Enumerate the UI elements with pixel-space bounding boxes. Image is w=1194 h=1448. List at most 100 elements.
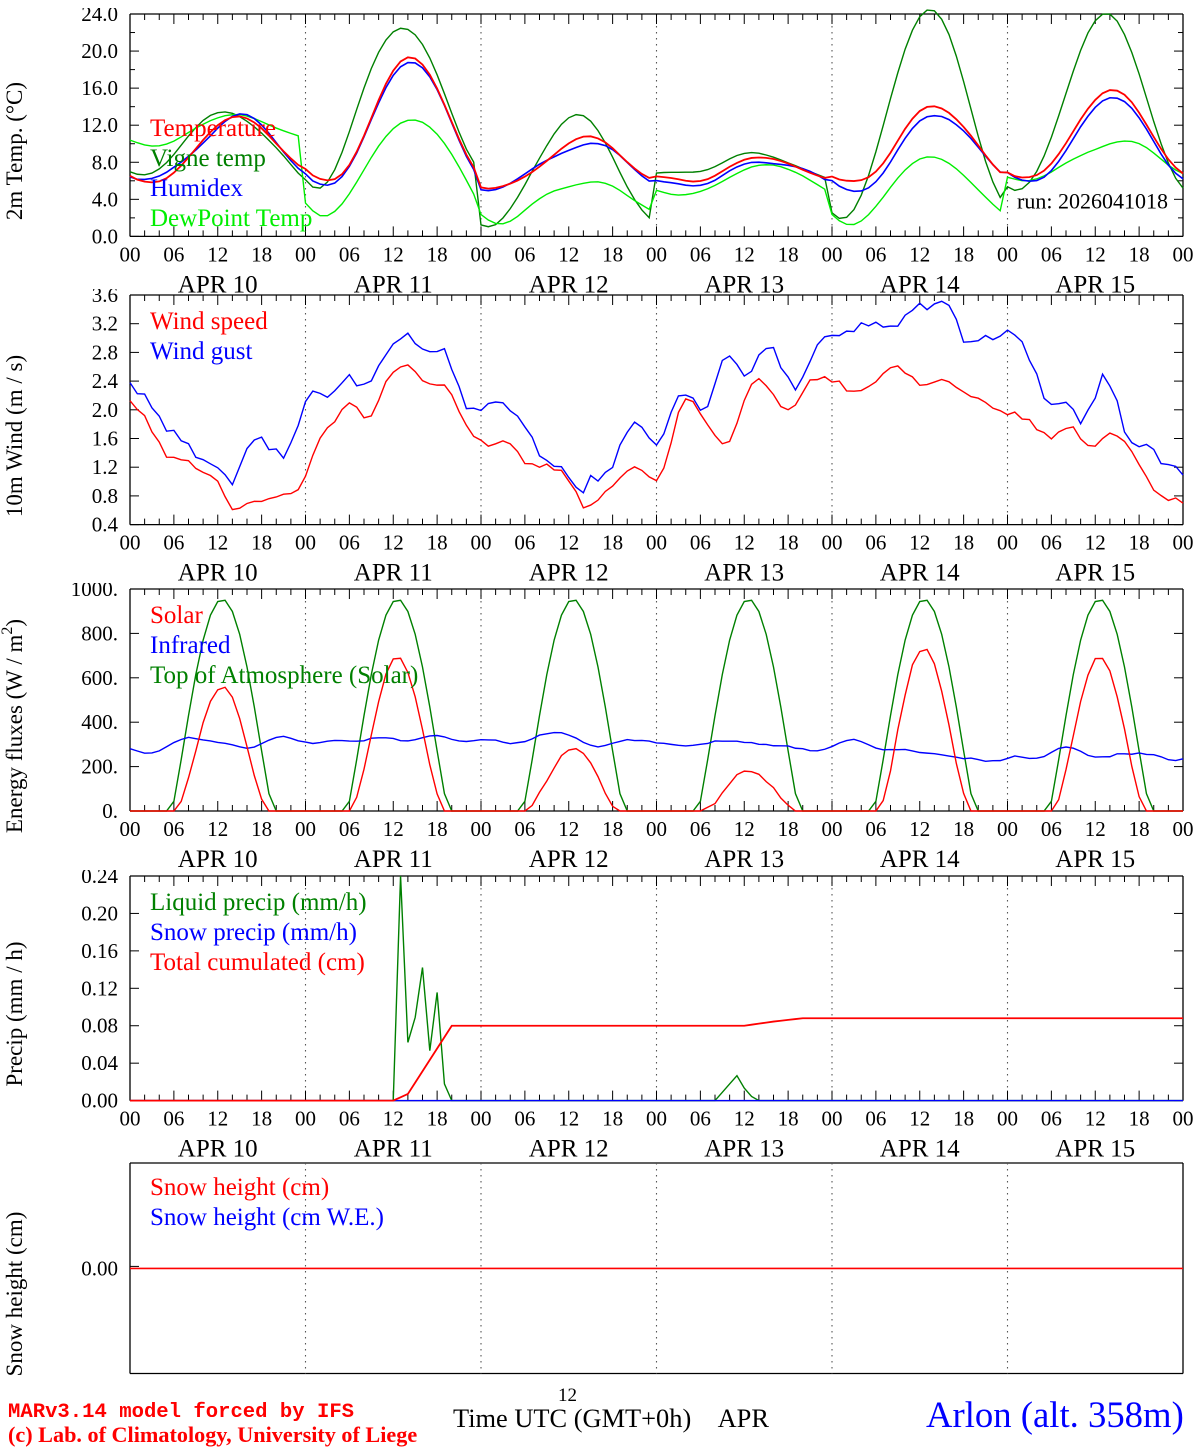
svg-text:06: 06	[339, 817, 360, 841]
svg-text:00: 00	[295, 242, 316, 266]
svg-text:0.20: 0.20	[81, 901, 118, 925]
svg-text:12: 12	[1085, 817, 1106, 841]
svg-text:0.: 0.	[102, 799, 118, 823]
svg-text:18: 18	[778, 531, 799, 555]
svg-text:12: 12	[558, 1107, 579, 1131]
svg-text:0.12: 0.12	[81, 976, 118, 1000]
svg-text:06: 06	[163, 531, 184, 555]
svg-text:Snow precip (mm/h): Snow precip (mm/h)	[150, 919, 357, 946]
svg-text:0.00: 0.00	[81, 1089, 118, 1113]
svg-text:06: 06	[690, 531, 711, 555]
svg-text:0.08: 0.08	[81, 1014, 118, 1038]
svg-text:00: 00	[471, 531, 492, 555]
svg-text:2.8: 2.8	[92, 340, 118, 364]
svg-text:18: 18	[953, 817, 974, 841]
svg-text:12: 12	[734, 531, 755, 555]
svg-text:12: 12	[383, 817, 404, 841]
svg-text:06: 06	[1041, 242, 1062, 266]
svg-text:06: 06	[865, 817, 886, 841]
svg-text:00: 00	[646, 242, 667, 266]
svg-text:00: 00	[120, 817, 141, 841]
svg-text:18: 18	[778, 242, 799, 266]
svg-text:18: 18	[778, 817, 799, 841]
svg-text:00: 00	[997, 817, 1018, 841]
svg-text:0.00: 0.00	[81, 1256, 118, 1280]
svg-text:06: 06	[1041, 531, 1062, 555]
svg-text:00: 00	[295, 1107, 316, 1131]
svg-text:18: 18	[778, 1107, 799, 1131]
svg-text:3.2: 3.2	[92, 312, 118, 336]
svg-text:06: 06	[865, 1107, 886, 1131]
svg-text:06: 06	[1041, 817, 1062, 841]
svg-text:06: 06	[514, 1107, 535, 1131]
svg-text:18: 18	[427, 1107, 448, 1131]
svg-text:00: 00	[120, 531, 141, 555]
svg-text:00: 00	[822, 1107, 843, 1131]
svg-text:00: 00	[295, 817, 316, 841]
svg-text:00: 00	[120, 242, 141, 266]
svg-text:00: 00	[295, 531, 316, 555]
svg-text:12: 12	[909, 1107, 930, 1131]
svg-text:18: 18	[1129, 531, 1150, 555]
svg-text:06: 06	[865, 531, 886, 555]
svg-text:12: 12	[383, 1107, 404, 1131]
svg-text:18: 18	[953, 1107, 974, 1131]
svg-text:12.0: 12.0	[81, 113, 118, 137]
svg-text:18: 18	[427, 817, 448, 841]
svg-text:18: 18	[1129, 1107, 1150, 1131]
svg-text:12: 12	[558, 242, 579, 266]
svg-text:18: 18	[602, 242, 623, 266]
svg-text:18: 18	[1129, 817, 1150, 841]
svg-text:16.0: 16.0	[81, 76, 118, 100]
svg-text:12: 12	[207, 817, 228, 841]
svg-text:18: 18	[602, 1107, 623, 1131]
svg-text:06: 06	[163, 242, 184, 266]
svg-text:00: 00	[646, 817, 667, 841]
svg-text:00: 00	[822, 242, 843, 266]
svg-text:12: 12	[1085, 531, 1106, 555]
svg-text:12: 12	[1085, 242, 1106, 266]
svg-text:06: 06	[163, 1107, 184, 1131]
svg-text:18: 18	[953, 531, 974, 555]
svg-text:Vigne temp: Vigne temp	[150, 145, 266, 172]
svg-text:1.6: 1.6	[92, 427, 118, 451]
svg-text:0.04: 0.04	[81, 1051, 118, 1075]
svg-text:200.: 200.	[81, 755, 118, 779]
svg-text:18: 18	[251, 531, 272, 555]
svg-text:00: 00	[471, 242, 492, 266]
svg-text:12: 12	[1085, 1107, 1106, 1131]
svg-text:18: 18	[251, 242, 272, 266]
svg-text:00: 00	[997, 1107, 1018, 1131]
svg-text:06: 06	[163, 817, 184, 841]
svg-text:18: 18	[427, 531, 448, 555]
svg-text:800.: 800.	[81, 621, 118, 645]
svg-text:18: 18	[427, 242, 448, 266]
svg-text:06: 06	[514, 817, 535, 841]
svg-text:00: 00	[1173, 531, 1194, 555]
svg-text:1000.: 1000.	[71, 583, 118, 601]
svg-text:06: 06	[690, 1107, 711, 1131]
svg-text:12: 12	[207, 1107, 228, 1131]
svg-text:06: 06	[690, 817, 711, 841]
svg-text:00: 00	[120, 1107, 141, 1131]
svg-text:06: 06	[339, 1107, 360, 1131]
svg-text:Infrared: Infrared	[150, 632, 231, 659]
svg-text:APR 14: APR 14	[880, 846, 960, 873]
svg-text:4.0: 4.0	[92, 187, 118, 211]
svg-text:00: 00	[646, 1107, 667, 1131]
svg-text:00: 00	[471, 817, 492, 841]
svg-text:06: 06	[514, 242, 535, 266]
svg-text:06: 06	[690, 242, 711, 266]
svg-text:DewPoint Temp: DewPoint Temp	[150, 205, 312, 232]
svg-text:APR 13: APR 13	[704, 846, 784, 873]
svg-text:00: 00	[997, 531, 1018, 555]
svg-text:3.6: 3.6	[92, 289, 118, 307]
svg-text:18: 18	[602, 817, 623, 841]
svg-text:20.0: 20.0	[81, 39, 118, 63]
svg-text:8.0: 8.0	[92, 150, 118, 174]
svg-text:12: 12	[383, 242, 404, 266]
svg-text:APR 15: APR 15	[1055, 846, 1135, 873]
svg-text:24.0: 24.0	[81, 8, 118, 26]
svg-text:2.0: 2.0	[92, 398, 118, 422]
svg-text:APR 12: APR 12	[529, 846, 609, 873]
